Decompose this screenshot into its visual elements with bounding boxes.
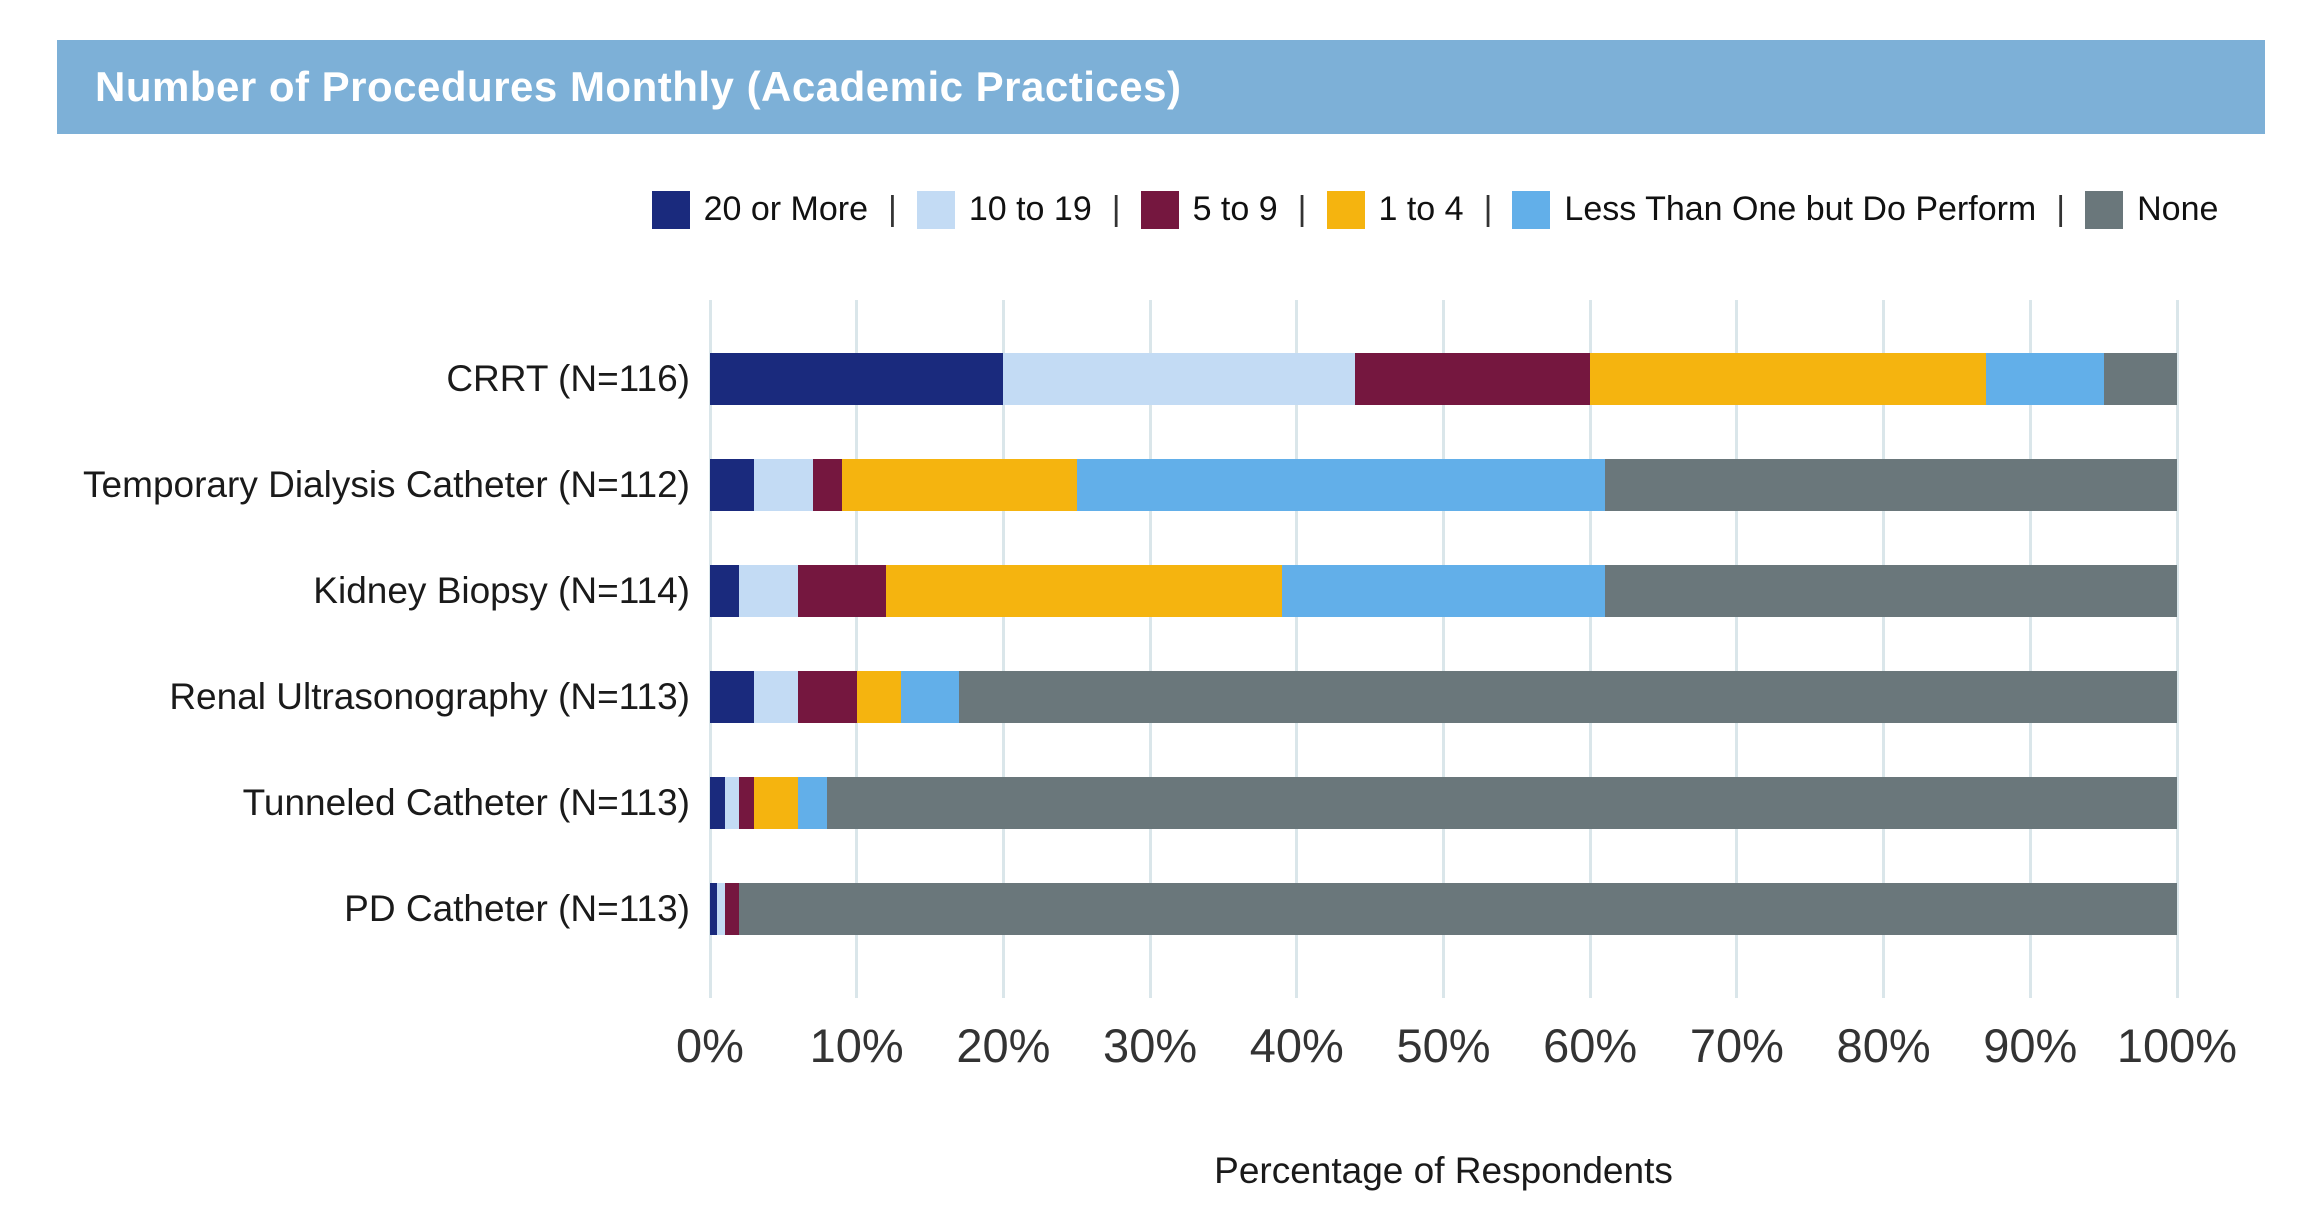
- bar-segment: [1986, 353, 2104, 405]
- bar-track: [710, 353, 2177, 405]
- legend-label: 20 or More: [703, 190, 868, 228]
- bar-segment: [739, 883, 2177, 935]
- stacked-bar-chart: CRRT (N=116) Temporary Dialysis Catheter …: [0, 300, 2237, 1192]
- bar-segment: [710, 459, 754, 511]
- chart-row: PD Catheter (N=113): [0, 856, 2177, 962]
- bar-segment: [797, 777, 828, 829]
- legend-separator: |: [1111, 190, 1121, 228]
- row-label: CRRT (N=116): [446, 358, 690, 399]
- bar-segment: [812, 459, 842, 511]
- row-label: PD Catheter (N=113): [344, 888, 690, 929]
- legend-separator: |: [2056, 190, 2066, 228]
- legend-label: 1 to 4: [1378, 190, 1464, 228]
- legend-separator: |: [1297, 190, 1307, 228]
- bar-segment: [710, 565, 740, 617]
- bar-segment: [1003, 353, 1356, 405]
- bar-segment: [1590, 353, 1987, 405]
- legend-swatch: [651, 190, 690, 229]
- legend-separator: |: [1483, 190, 1493, 228]
- bar-segment: [856, 671, 901, 723]
- x-axis-ticks: 0% 10% 20% 30% 40% 50% 60% 70% 80% 90% 100%: [676, 1018, 2237, 1076]
- bar-segment: [1355, 353, 1591, 405]
- x-tick-label: 70%: [1689, 1019, 1784, 1072]
- x-tick-label: 80%: [1836, 1019, 1931, 1072]
- legend-item: 20 or More: [651, 190, 868, 229]
- bar-track: [710, 565, 2177, 617]
- chart-title: Number of Procedures Monthly (Academic P…: [95, 63, 1182, 110]
- bar-segment: [2103, 353, 2177, 405]
- x-tick-label: 20%: [956, 1019, 1051, 1072]
- bar-segment: [754, 671, 798, 723]
- bar-segment: [842, 459, 1077, 511]
- legend-item: Less Than One but Do Perform: [1512, 190, 2036, 229]
- legend-swatch: [1512, 190, 1551, 229]
- bar-segment: [753, 777, 798, 829]
- rows: CRRT (N=116) Temporary Dialysis Catheter …: [0, 326, 2177, 962]
- legend-swatch: [1326, 190, 1365, 229]
- bar-track: [710, 883, 2177, 935]
- legend-label: 5 to 9: [1192, 190, 1278, 228]
- bar-segment: [798, 671, 857, 723]
- x-tick-label: 50%: [1396, 1019, 1491, 1072]
- bar-segment: [900, 671, 960, 723]
- chart-row: Renal Ultrasonography (N=113): [0, 644, 2177, 750]
- bar-segment: [886, 565, 1283, 617]
- bar-segment: [754, 459, 813, 511]
- x-tick-label: 30%: [1103, 1019, 1198, 1072]
- bar-segment: [710, 777, 725, 829]
- legend: 20 or More | 10 to 19 | 5 to 9 | 1 to 4 | Less T…: [548, 190, 2322, 229]
- bar-segment: [739, 777, 754, 829]
- chart-row: Tunneled Catheter (N=113): [0, 750, 2177, 856]
- row-label: Temporary Dialysis Catheter (N=112): [83, 464, 690, 505]
- legend-item: 5 to 9: [1140, 190, 1278, 229]
- row-label: Renal Ultrasonography (N=113): [169, 676, 690, 717]
- legend-swatch: [1140, 190, 1179, 229]
- bar-segment: [710, 353, 1004, 405]
- x-tick-label: 90%: [1983, 1019, 2078, 1072]
- bar-segment: [1282, 565, 1605, 617]
- bar-segment: [724, 883, 740, 935]
- bar-segment: [827, 777, 2177, 829]
- x-tick-label: 0%: [676, 1019, 744, 1072]
- x-tick-label: 100%: [2116, 1019, 2238, 1072]
- plot-area: CRRT (N=116) Temporary Dialysis Catheter …: [0, 300, 2179, 998]
- bar-segment: [1604, 459, 2177, 511]
- bar-segment: [724, 777, 740, 829]
- x-tick-label: 10%: [809, 1019, 904, 1072]
- bar-segment: [959, 671, 2177, 723]
- bar-segment: [1604, 565, 2177, 617]
- x-axis-label: Percentage of Respondents: [1214, 1150, 1673, 1191]
- chart-row: Temporary Dialysis Catheter (N=112): [0, 432, 2177, 538]
- bar-segment: [1076, 459, 1605, 511]
- bar-segment: [710, 883, 718, 935]
- chart-row: CRRT (N=116): [0, 326, 2177, 432]
- x-tick-label: 40%: [1249, 1019, 1344, 1072]
- bar-track: [710, 671, 2177, 723]
- legend-label: Less Than One but Do Perform: [1564, 190, 2037, 228]
- legend-separator: |: [888, 190, 897, 228]
- legend-label: 10 to 19: [968, 190, 1092, 228]
- legend-swatch: [916, 190, 955, 229]
- legend-swatch: [2085, 190, 2124, 229]
- bar-segment: [739, 565, 798, 617]
- bar-track: [710, 459, 2177, 511]
- bar-segment: [710, 671, 754, 723]
- x-tick-label: 60%: [1543, 1019, 1638, 1072]
- legend-item: 10 to 19: [916, 190, 1092, 229]
- legend-item: None: [2085, 190, 2218, 229]
- legend-item: 1 to 4: [1326, 190, 1464, 229]
- row-label: Kidney Biopsy (N=114): [313, 570, 690, 611]
- chart-row: Kidney Biopsy (N=114): [0, 538, 2177, 644]
- legend-label: None: [2137, 190, 2219, 228]
- bar-segment: [717, 883, 725, 935]
- bar-segment: [798, 565, 887, 617]
- row-label: Tunneled Catheter (N=113): [242, 782, 690, 823]
- chart-title-bar: Number of Procedures Monthly (Academic P…: [57, 40, 2265, 134]
- bar-track: [710, 777, 2177, 829]
